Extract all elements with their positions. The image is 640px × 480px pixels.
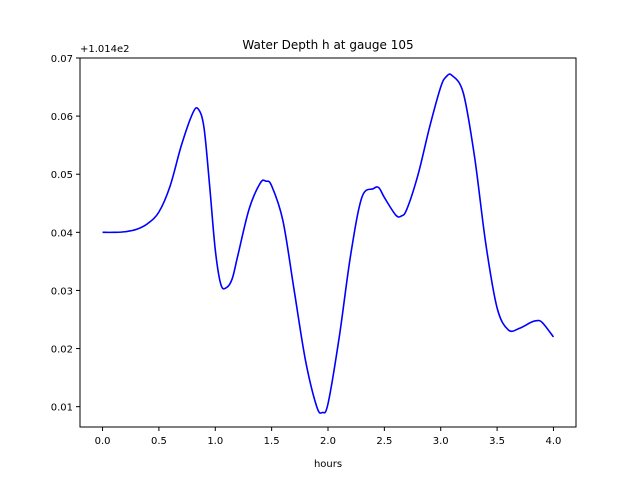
- plot-area: [102, 73, 555, 414]
- x-tick-label: 2.5: [376, 436, 392, 447]
- y-tick-label: 0.02: [51, 345, 73, 356]
- x-axis-label: hours: [314, 459, 342, 470]
- y-tick-label: 0.07: [51, 54, 73, 65]
- y-tick-label: 0.06: [51, 112, 73, 123]
- y-tick-label: 0.03: [51, 286, 73, 297]
- x-tick-label: 0.0: [95, 436, 111, 447]
- x-tick-label: 2.0: [320, 436, 336, 447]
- y-tick-label: 0.04: [51, 228, 73, 239]
- chart-title: Water Depth h at gauge 105: [242, 38, 413, 52]
- x-tick-label: 3.5: [489, 436, 505, 447]
- x-tick-label: 1.5: [264, 436, 280, 447]
- y-offset-label: +1.014e2: [80, 44, 130, 55]
- axes-frame: [79, 57, 577, 428]
- x-tick-label: 4.0: [546, 436, 562, 447]
- y-tick-label: 0.05: [51, 170, 73, 181]
- axis-ticks: 0.0 0.5 1.0 1.5 2.0 2.5 3.0 3.5 4.0 0.01 0.02 0.03 0…: [51, 54, 562, 447]
- y-tick-label: 0.01: [51, 403, 73, 414]
- x-tick-label: 1.0: [207, 436, 223, 447]
- x-tick-label: 0.5: [151, 436, 167, 447]
- series-line: [102, 73, 555, 414]
- x-tick-label: 3.0: [433, 436, 449, 447]
